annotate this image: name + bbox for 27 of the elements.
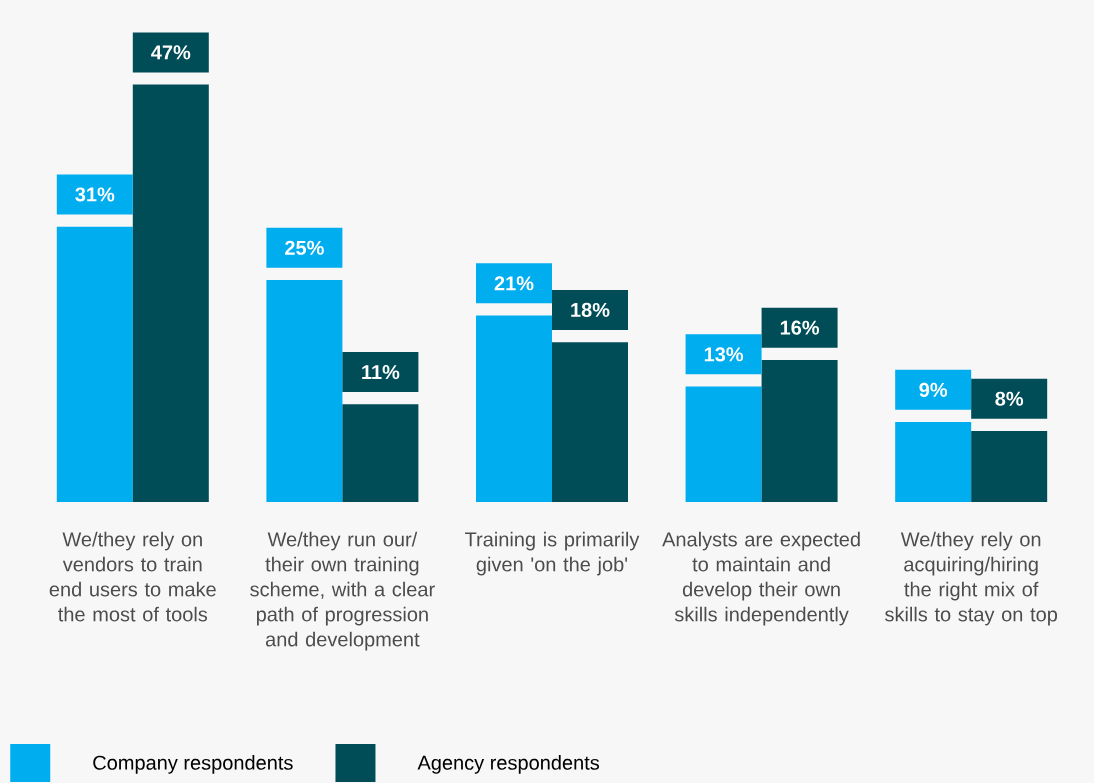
bar (56, 226, 133, 502)
data-label: 13% (704, 347, 744, 362)
bar (685, 386, 762, 502)
x-tick-label: We/they rely on vendors to train end users to make the most of tools (49, 531, 216, 622)
x-tick-label: Training is primarily given 'on the job' (465, 531, 640, 576)
data-label: 21% (494, 276, 534, 291)
bar (971, 430, 1048, 502)
data-label: 11% (362, 365, 400, 380)
data-label: 31% (75, 187, 115, 202)
bar (342, 404, 419, 502)
legend-label: Agency respondents (417, 755, 600, 774)
legend-label: Company respondents (93, 755, 293, 774)
data-label: 18% (571, 302, 610, 318)
x-tick-label: Analysts are expected to maintain and develop their own skills independently (662, 531, 860, 626)
data-label: 9% (919, 382, 948, 397)
data-label: 25% (285, 240, 324, 255)
bar (132, 84, 209, 502)
data-label: 16% (780, 320, 820, 335)
bar (551, 342, 628, 502)
bar (476, 315, 552, 502)
bar (761, 359, 838, 502)
bar (895, 422, 972, 502)
bar (266, 279, 343, 502)
x-tick-label: We/they rely on acquiring/hiring the right mix of skills to stay on top (885, 531, 1058, 626)
data-label: 8% (995, 391, 1024, 406)
x-tick-label: We/they run our/ their own training scheme, with a clear path of progression and development (250, 531, 435, 651)
data-label: 47% (151, 45, 191, 60)
